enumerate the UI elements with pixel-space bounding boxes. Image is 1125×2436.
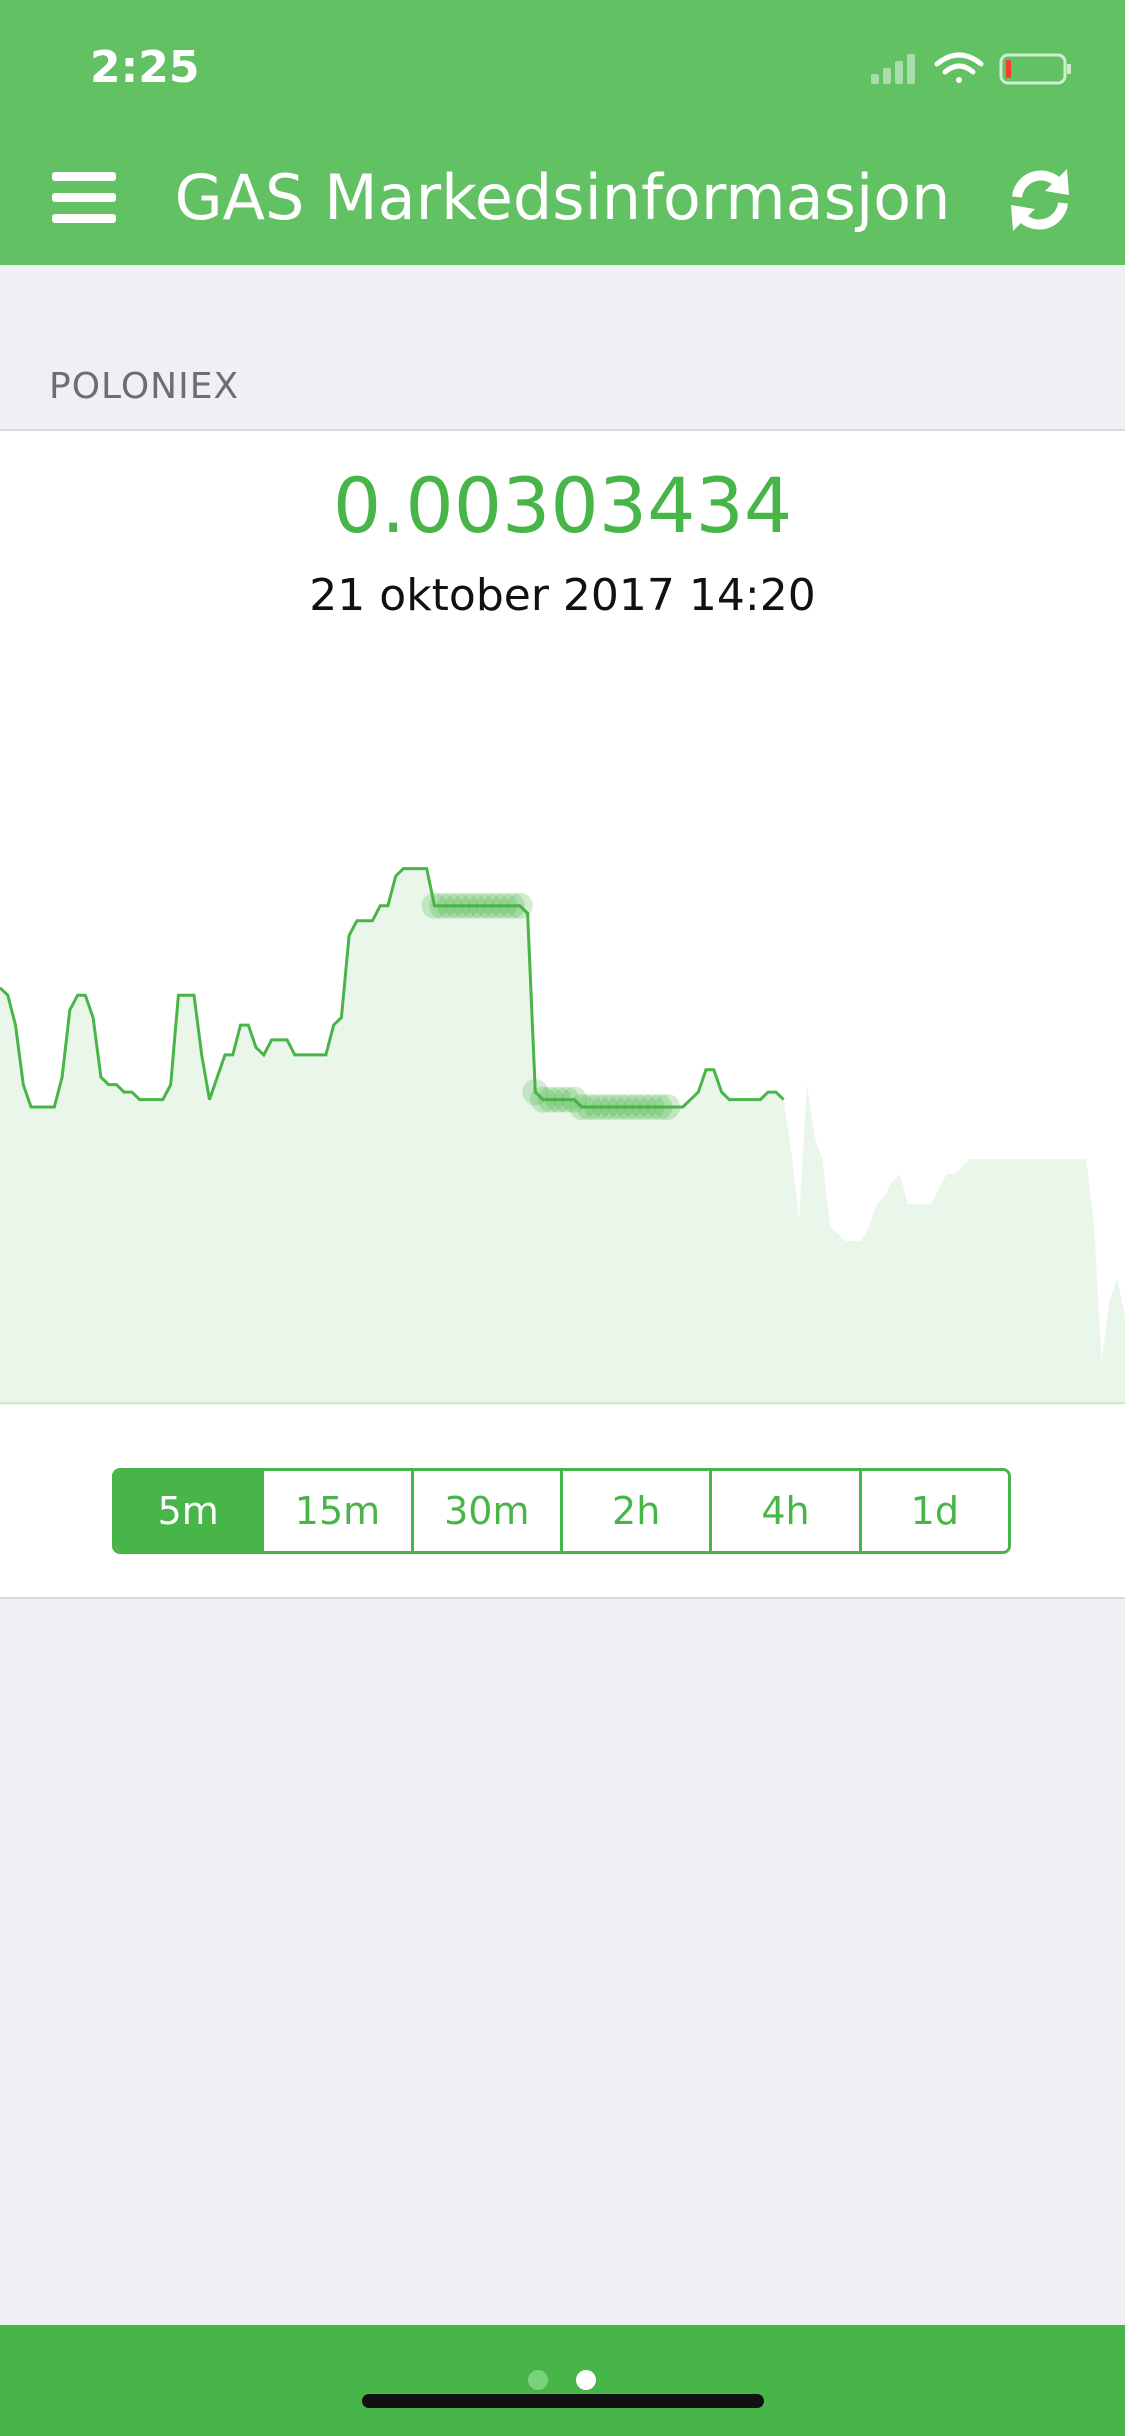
chart-point — [506, 892, 533, 919]
chart-area-fill — [0, 868, 1125, 1405]
chart-point — [592, 1094, 619, 1120]
cellular-signal-icon — [871, 54, 915, 84]
page-dot-1[interactable] — [528, 2370, 548, 2390]
chart-point — [568, 1094, 595, 1120]
chart-point — [646, 1094, 673, 1120]
chart-point — [615, 1094, 642, 1120]
status-icons — [871, 52, 1071, 85]
chart-point — [654, 1094, 681, 1120]
home-indicator — [362, 2394, 764, 2408]
price-chart[interactable] — [0, 660, 1125, 1405]
chart-point — [499, 892, 526, 919]
chart-point — [491, 892, 518, 919]
chart-point — [607, 1094, 634, 1120]
status-time: 2:25 — [90, 42, 200, 93]
timeframe-2h[interactable]: 2h — [559, 1471, 710, 1551]
app-header — [0, 0, 1125, 265]
chart-point — [530, 1086, 557, 1113]
app-title: GAS Markedsinformasjon — [174, 161, 951, 234]
chart-point — [553, 1086, 580, 1113]
price-date: 21 oktober 2017 14:20 — [309, 570, 816, 621]
exchange-section-label: POLONIEX — [49, 366, 240, 407]
timeframe-selector: 5m 15m 30m 2h 4h 1d — [112, 1468, 1011, 1554]
chart-point — [452, 892, 479, 919]
chart-points — [421, 892, 681, 1120]
chart-point — [631, 1094, 657, 1120]
timeframe-1d[interactable]: 1d — [858, 1471, 1008, 1551]
chart-point — [522, 1079, 549, 1106]
refresh-icon[interactable] — [1005, 165, 1075, 235]
chart-point — [421, 892, 448, 919]
chart-point — [437, 892, 463, 919]
chart-point — [444, 892, 471, 919]
price-value: 0.00303434 — [332, 461, 793, 550]
timeframe-5m[interactable]: 5m — [115, 1471, 262, 1551]
chart-point — [460, 892, 487, 919]
timeframe-4h[interactable]: 4h — [709, 1471, 859, 1551]
chart-point — [483, 892, 510, 919]
chart-point — [429, 892, 456, 919]
wifi-icon — [934, 52, 984, 83]
timeframe-15m[interactable]: 15m — [261, 1471, 411, 1551]
chart-price-line — [0, 867, 785, 1109]
chart-point — [561, 1086, 588, 1113]
chart-point — [599, 1094, 626, 1120]
page-dot-2[interactable] — [576, 2370, 596, 2390]
chart-point — [475, 892, 502, 919]
footer-bar — [0, 2325, 1125, 2436]
chart-point — [537, 1086, 564, 1113]
chart-point — [638, 1094, 665, 1120]
chart-point — [576, 1094, 603, 1120]
battery-icon — [999, 53, 1071, 85]
hamburger-menu-icon[interactable] — [52, 170, 116, 226]
chart-point — [584, 1094, 611, 1120]
chart-point — [468, 892, 494, 919]
chart-point — [623, 1094, 650, 1120]
chart-point — [545, 1086, 572, 1113]
timeframe-30m[interactable]: 30m — [410, 1471, 560, 1551]
